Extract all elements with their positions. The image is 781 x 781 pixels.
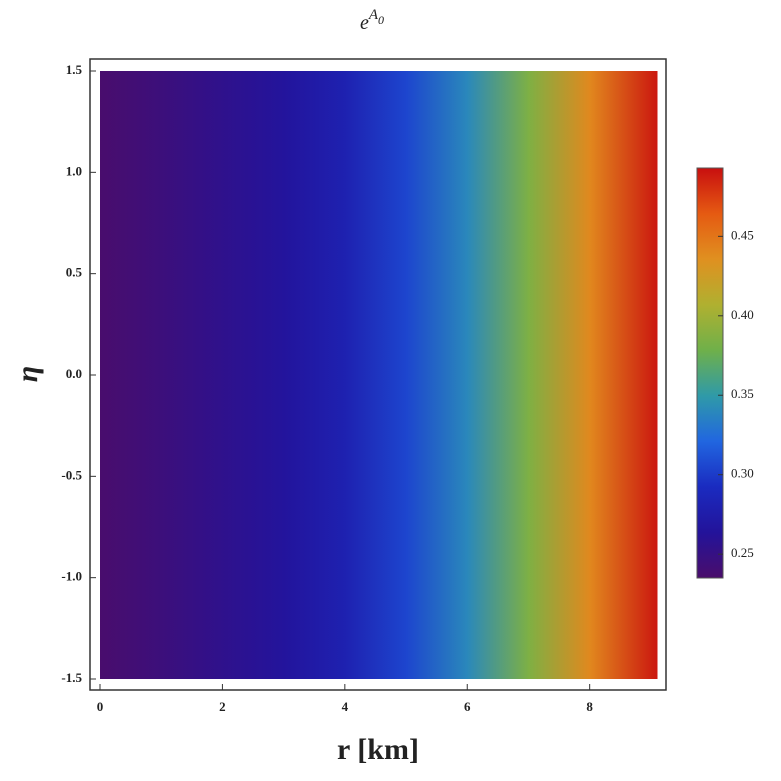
density-strip xyxy=(528,71,591,679)
title-base: e xyxy=(360,12,369,34)
y-axis-label: η xyxy=(11,366,44,382)
density-strip xyxy=(161,71,223,679)
y-tick-label: 1.5 xyxy=(66,62,83,77)
density-strip xyxy=(589,71,658,679)
title-sup: A xyxy=(368,7,379,23)
title-sub: 0 xyxy=(378,13,384,27)
density-strip xyxy=(283,71,346,679)
y-tick-label: -0.5 xyxy=(61,467,82,482)
x-tick-label: 6 xyxy=(464,699,471,714)
y-tick-label: -1.5 xyxy=(61,670,82,685)
x-tick-label: 8 xyxy=(586,699,593,714)
x-tick-label: 2 xyxy=(219,699,226,714)
y-tick-label: -1.0 xyxy=(61,569,82,584)
y-tick-label: 0.0 xyxy=(66,366,82,381)
y-tick-label: 1.0 xyxy=(66,163,82,178)
colorbar xyxy=(696,167,724,579)
colorbar-tick-label: 0.40 xyxy=(731,307,754,322)
density-strip xyxy=(467,71,529,679)
density-strip xyxy=(100,71,162,679)
colorbar-tick-label: 0.45 xyxy=(731,227,754,242)
x-axis-label: r [km] xyxy=(337,733,419,766)
density-strip xyxy=(406,71,468,679)
colorbar-tick-label: 0.25 xyxy=(731,545,754,560)
chart-title: eA0 xyxy=(360,7,384,33)
colorbar-tick-label: 0.30 xyxy=(731,466,754,481)
density-strip xyxy=(222,71,285,679)
x-tick-label: 4 xyxy=(342,699,349,714)
x-tick-label: 0 xyxy=(97,699,104,714)
density-strip xyxy=(344,71,407,679)
y-tick-label: 0.5 xyxy=(66,265,83,280)
colorbar-tick-label: 0.35 xyxy=(731,386,754,401)
